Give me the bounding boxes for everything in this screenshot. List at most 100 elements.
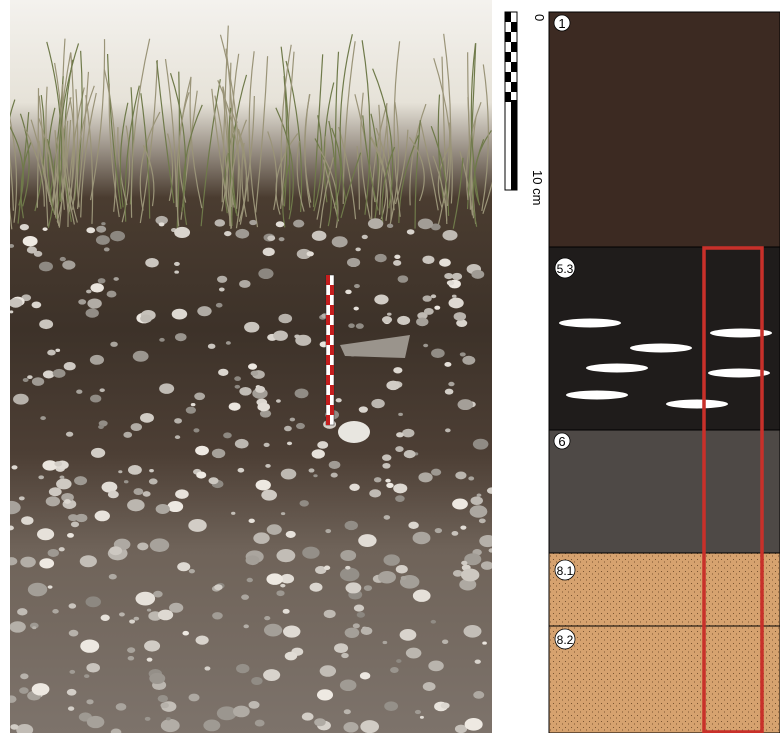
pebble xyxy=(281,469,297,480)
pebble xyxy=(364,585,372,591)
pebble xyxy=(169,603,183,613)
pebble xyxy=(452,273,462,280)
pebble xyxy=(6,557,18,565)
scale-segment xyxy=(511,82,517,92)
pebble xyxy=(357,612,365,618)
pebble xyxy=(174,227,190,238)
pebble xyxy=(234,376,241,381)
pebble xyxy=(161,719,180,732)
pebble xyxy=(54,461,62,466)
pebble xyxy=(398,413,403,416)
pebble xyxy=(340,679,357,691)
layer-label-text: 8.2 xyxy=(557,633,574,647)
pebble xyxy=(283,625,300,637)
ruler-segment xyxy=(330,285,334,295)
pebble xyxy=(347,258,360,267)
ruler-segment xyxy=(326,335,330,345)
pebble xyxy=(464,625,482,638)
pebble xyxy=(95,511,110,522)
pebble xyxy=(461,569,479,582)
pebble xyxy=(110,342,117,347)
layer-label: 1 xyxy=(554,15,570,31)
pebble xyxy=(284,426,292,431)
pebble xyxy=(482,641,487,644)
pebble xyxy=(267,235,275,241)
pebble xyxy=(10,724,18,730)
pebble xyxy=(233,706,250,718)
pebble xyxy=(345,566,350,570)
pebble xyxy=(346,582,362,593)
pebble xyxy=(124,480,129,483)
pebble xyxy=(439,259,451,267)
pebble xyxy=(340,568,359,582)
pebble xyxy=(86,227,95,233)
pebble xyxy=(296,423,305,429)
pebble xyxy=(159,338,165,342)
pebble xyxy=(465,718,483,731)
pebble xyxy=(56,479,72,490)
figure: 0 10 cm 1 5.3 6 xyxy=(0,0,780,733)
pebble xyxy=(127,499,145,511)
pebble xyxy=(218,369,228,376)
pebble xyxy=(394,255,400,259)
pebble xyxy=(46,496,60,506)
pebble xyxy=(454,312,466,321)
pebble xyxy=(235,385,241,389)
pebble xyxy=(445,428,451,432)
pebble xyxy=(110,231,125,241)
pebble xyxy=(382,316,392,323)
pebble xyxy=(90,355,104,365)
pebble xyxy=(387,224,393,228)
pebble xyxy=(360,720,379,733)
ruler-segment xyxy=(326,395,330,405)
pebble xyxy=(47,350,55,356)
pebble xyxy=(87,298,101,308)
pebble xyxy=(197,306,211,316)
pebble xyxy=(361,627,373,635)
pebble xyxy=(80,639,99,652)
pebble xyxy=(434,306,440,310)
pebble xyxy=(214,584,222,590)
pebble xyxy=(9,310,13,313)
pebble xyxy=(55,349,60,352)
pebble xyxy=(374,295,388,305)
pebble xyxy=(86,663,100,673)
pebble xyxy=(431,348,445,358)
pebble xyxy=(248,363,257,369)
pebble xyxy=(48,549,59,557)
pebble xyxy=(345,521,358,530)
pebble xyxy=(329,461,341,469)
pebble xyxy=(143,491,151,497)
pebble xyxy=(175,435,180,439)
pebble xyxy=(313,474,317,477)
pebble xyxy=(235,229,249,239)
pebble xyxy=(423,682,436,691)
pebble xyxy=(39,262,53,272)
pebble xyxy=(266,573,283,585)
pebble xyxy=(400,629,417,641)
pebble xyxy=(191,403,196,406)
pebble xyxy=(159,383,174,394)
pebble xyxy=(317,689,333,700)
pebble xyxy=(37,528,54,540)
pebble xyxy=(20,557,36,568)
pebble xyxy=(27,246,37,253)
pebble xyxy=(261,490,277,501)
pebble xyxy=(128,465,142,475)
scale-segment xyxy=(505,72,511,82)
pebble xyxy=(160,702,168,708)
pebble xyxy=(435,528,442,533)
pebble xyxy=(32,683,50,695)
pebble xyxy=(64,499,71,504)
pebble xyxy=(86,290,91,294)
pebble xyxy=(325,529,331,533)
pebble xyxy=(324,610,336,618)
pebble xyxy=(90,395,101,403)
pebble xyxy=(239,280,250,288)
pebble xyxy=(390,667,399,673)
pebble xyxy=(60,476,65,479)
pebble xyxy=(280,584,285,588)
pebble xyxy=(107,291,117,298)
pebble xyxy=(348,323,355,328)
ruler-segment xyxy=(330,405,334,415)
